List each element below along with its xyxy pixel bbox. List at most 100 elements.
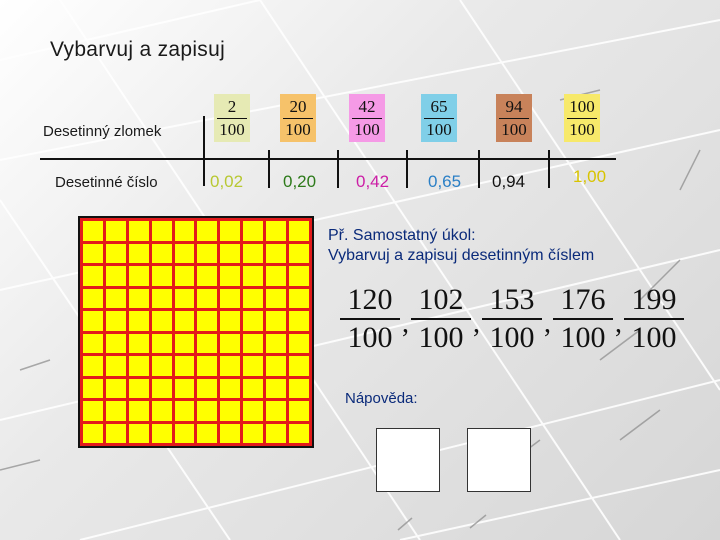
grid-cell[interactable] xyxy=(151,311,172,331)
grid-cell[interactable] xyxy=(243,401,264,421)
grid-cell[interactable] xyxy=(174,311,195,331)
grid-cell[interactable] xyxy=(243,423,264,443)
grid-cell[interactable] xyxy=(243,311,264,331)
hint-box[interactable] xyxy=(467,428,531,492)
grid-cell[interactable] xyxy=(128,423,149,443)
grid-cell[interactable] xyxy=(151,333,172,353)
grid-cell[interactable] xyxy=(151,243,172,263)
grid-cell[interactable] xyxy=(83,333,103,353)
grid-cell[interactable] xyxy=(289,266,309,286)
grid-cell[interactable] xyxy=(83,378,103,398)
grid-cell[interactable] xyxy=(197,221,218,241)
grid-cell[interactable] xyxy=(128,243,149,263)
grid-cell[interactable] xyxy=(105,423,126,443)
grid-cell[interactable] xyxy=(243,288,264,308)
grid-cell[interactable] xyxy=(83,311,103,331)
grid-cell[interactable] xyxy=(266,333,287,353)
grid-cell[interactable] xyxy=(243,356,264,376)
grid-cell[interactable] xyxy=(105,401,126,421)
hint-box[interactable] xyxy=(376,428,440,492)
grid-cell[interactable] xyxy=(151,266,172,286)
grid-cell[interactable] xyxy=(266,266,287,286)
grid-cell[interactable] xyxy=(243,266,264,286)
grid-cell[interactable] xyxy=(105,243,126,263)
grid-cell[interactable] xyxy=(266,378,287,398)
grid-cell[interactable] xyxy=(83,221,103,241)
grid-cell[interactable] xyxy=(197,401,218,421)
grid-cell[interactable] xyxy=(266,356,287,376)
grid-cell[interactable] xyxy=(197,243,218,263)
grid-cell[interactable] xyxy=(197,266,218,286)
grid-cell[interactable] xyxy=(128,356,149,376)
grid-cell[interactable] xyxy=(289,243,309,263)
grid-cell[interactable] xyxy=(289,333,309,353)
grid-cell[interactable] xyxy=(197,356,218,376)
grid-cell[interactable] xyxy=(83,243,103,263)
grid-cell[interactable] xyxy=(266,401,287,421)
grid-cell[interactable] xyxy=(243,378,264,398)
grid-cell[interactable] xyxy=(220,333,241,353)
grid-cell[interactable] xyxy=(105,333,126,353)
grid-cell[interactable] xyxy=(151,356,172,376)
grid-cell[interactable] xyxy=(266,221,287,241)
grid-cell[interactable] xyxy=(83,423,103,443)
grid-cell[interactable] xyxy=(220,356,241,376)
grid-cell[interactable] xyxy=(220,221,241,241)
grid-cell[interactable] xyxy=(105,378,126,398)
grid-cell[interactable] xyxy=(128,266,149,286)
grid-cell[interactable] xyxy=(128,401,149,421)
grid-cell[interactable] xyxy=(266,311,287,331)
grid-cell[interactable] xyxy=(289,378,309,398)
grid-cell[interactable] xyxy=(220,243,241,263)
grid-cell[interactable] xyxy=(174,401,195,421)
grid-cell[interactable] xyxy=(289,401,309,421)
grid-cell[interactable] xyxy=(174,243,195,263)
grid-cell[interactable] xyxy=(151,423,172,443)
grid-cell[interactable] xyxy=(266,423,287,443)
grid-cell[interactable] xyxy=(174,221,195,241)
grid-cell[interactable] xyxy=(220,266,241,286)
grid-cell[interactable] xyxy=(220,423,241,443)
grid-cell[interactable] xyxy=(83,356,103,376)
grid-cell[interactable] xyxy=(105,221,126,241)
grid-cell[interactable] xyxy=(128,378,149,398)
grid-cell[interactable] xyxy=(128,288,149,308)
grid-cell[interactable] xyxy=(105,266,126,286)
grid-cell[interactable] xyxy=(220,401,241,421)
grid-cell[interactable] xyxy=(243,333,264,353)
grid-cell[interactable] xyxy=(289,423,309,443)
grid-cell[interactable] xyxy=(174,423,195,443)
grid-cell[interactable] xyxy=(197,311,218,331)
grid-cell[interactable] xyxy=(105,356,126,376)
grid-cell[interactable] xyxy=(220,288,241,308)
grid-cell[interactable] xyxy=(174,356,195,376)
grid-cell[interactable] xyxy=(266,288,287,308)
grid-cell[interactable] xyxy=(151,378,172,398)
grid-cell[interactable] xyxy=(289,311,309,331)
grid-cell[interactable] xyxy=(105,288,126,308)
grid-cell[interactable] xyxy=(128,311,149,331)
grid-cell[interactable] xyxy=(151,221,172,241)
grid-cell[interactable] xyxy=(289,221,309,241)
grid-cell[interactable] xyxy=(220,378,241,398)
grid-cell[interactable] xyxy=(289,288,309,308)
grid-cell[interactable] xyxy=(174,378,195,398)
grid-cell[interactable] xyxy=(128,333,149,353)
grid-cell[interactable] xyxy=(197,423,218,443)
grid-cell[interactable] xyxy=(289,356,309,376)
grid-cell[interactable] xyxy=(220,311,241,331)
grid-cell[interactable] xyxy=(197,288,218,308)
grid-cell[interactable] xyxy=(266,243,287,263)
grid-cell[interactable] xyxy=(243,221,264,241)
grid-cell[interactable] xyxy=(174,266,195,286)
grid-cell[interactable] xyxy=(174,288,195,308)
grid-cell[interactable] xyxy=(105,311,126,331)
grid-cell[interactable] xyxy=(83,266,103,286)
grid-cell[interactable] xyxy=(197,378,218,398)
grid-cell[interactable] xyxy=(151,288,172,308)
grid-cell[interactable] xyxy=(174,333,195,353)
grid-cell[interactable] xyxy=(83,288,103,308)
grid-cell[interactable] xyxy=(197,333,218,353)
grid-cell[interactable] xyxy=(151,401,172,421)
grid-cell[interactable] xyxy=(243,243,264,263)
